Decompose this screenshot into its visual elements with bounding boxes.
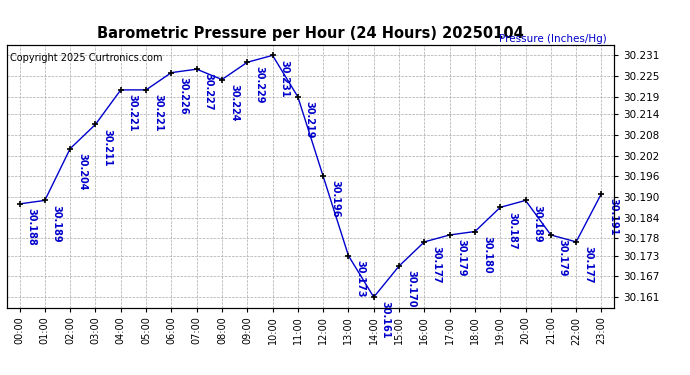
Text: Pressure (Inches/Hg): Pressure (Inches/Hg) (500, 34, 607, 44)
Text: 30.180: 30.180 (482, 236, 492, 273)
Text: 30.191: 30.191 (609, 198, 618, 235)
Text: 30.177: 30.177 (431, 246, 442, 284)
Text: 30.188: 30.188 (26, 208, 37, 246)
Text: 30.177: 30.177 (583, 246, 593, 284)
Text: 30.189: 30.189 (533, 205, 542, 242)
Text: 30.219: 30.219 (305, 101, 315, 138)
Text: 30.173: 30.173 (355, 260, 366, 297)
Text: 30.221: 30.221 (153, 94, 163, 132)
Text: 30.204: 30.204 (77, 153, 87, 190)
Text: 30.224: 30.224 (229, 84, 239, 121)
Title: Barometric Pressure per Hour (24 Hours) 20250104: Barometric Pressure per Hour (24 Hours) … (97, 26, 524, 41)
Text: 30.221: 30.221 (128, 94, 138, 132)
Text: 30.170: 30.170 (406, 270, 416, 308)
Text: 30.229: 30.229 (254, 66, 264, 104)
Text: 30.179: 30.179 (558, 239, 568, 277)
Text: 30.231: 30.231 (279, 60, 290, 97)
Text: 30.226: 30.226 (178, 77, 188, 114)
Text: 30.187: 30.187 (507, 211, 518, 249)
Text: Copyright 2025 Curtronics.com: Copyright 2025 Curtronics.com (10, 53, 162, 63)
Text: 30.227: 30.227 (204, 74, 214, 111)
Text: 30.189: 30.189 (52, 205, 62, 242)
Text: 30.161: 30.161 (381, 301, 391, 339)
Text: 30.196: 30.196 (330, 180, 340, 218)
Text: 30.179: 30.179 (457, 239, 466, 277)
Text: 30.211: 30.211 (102, 129, 112, 166)
